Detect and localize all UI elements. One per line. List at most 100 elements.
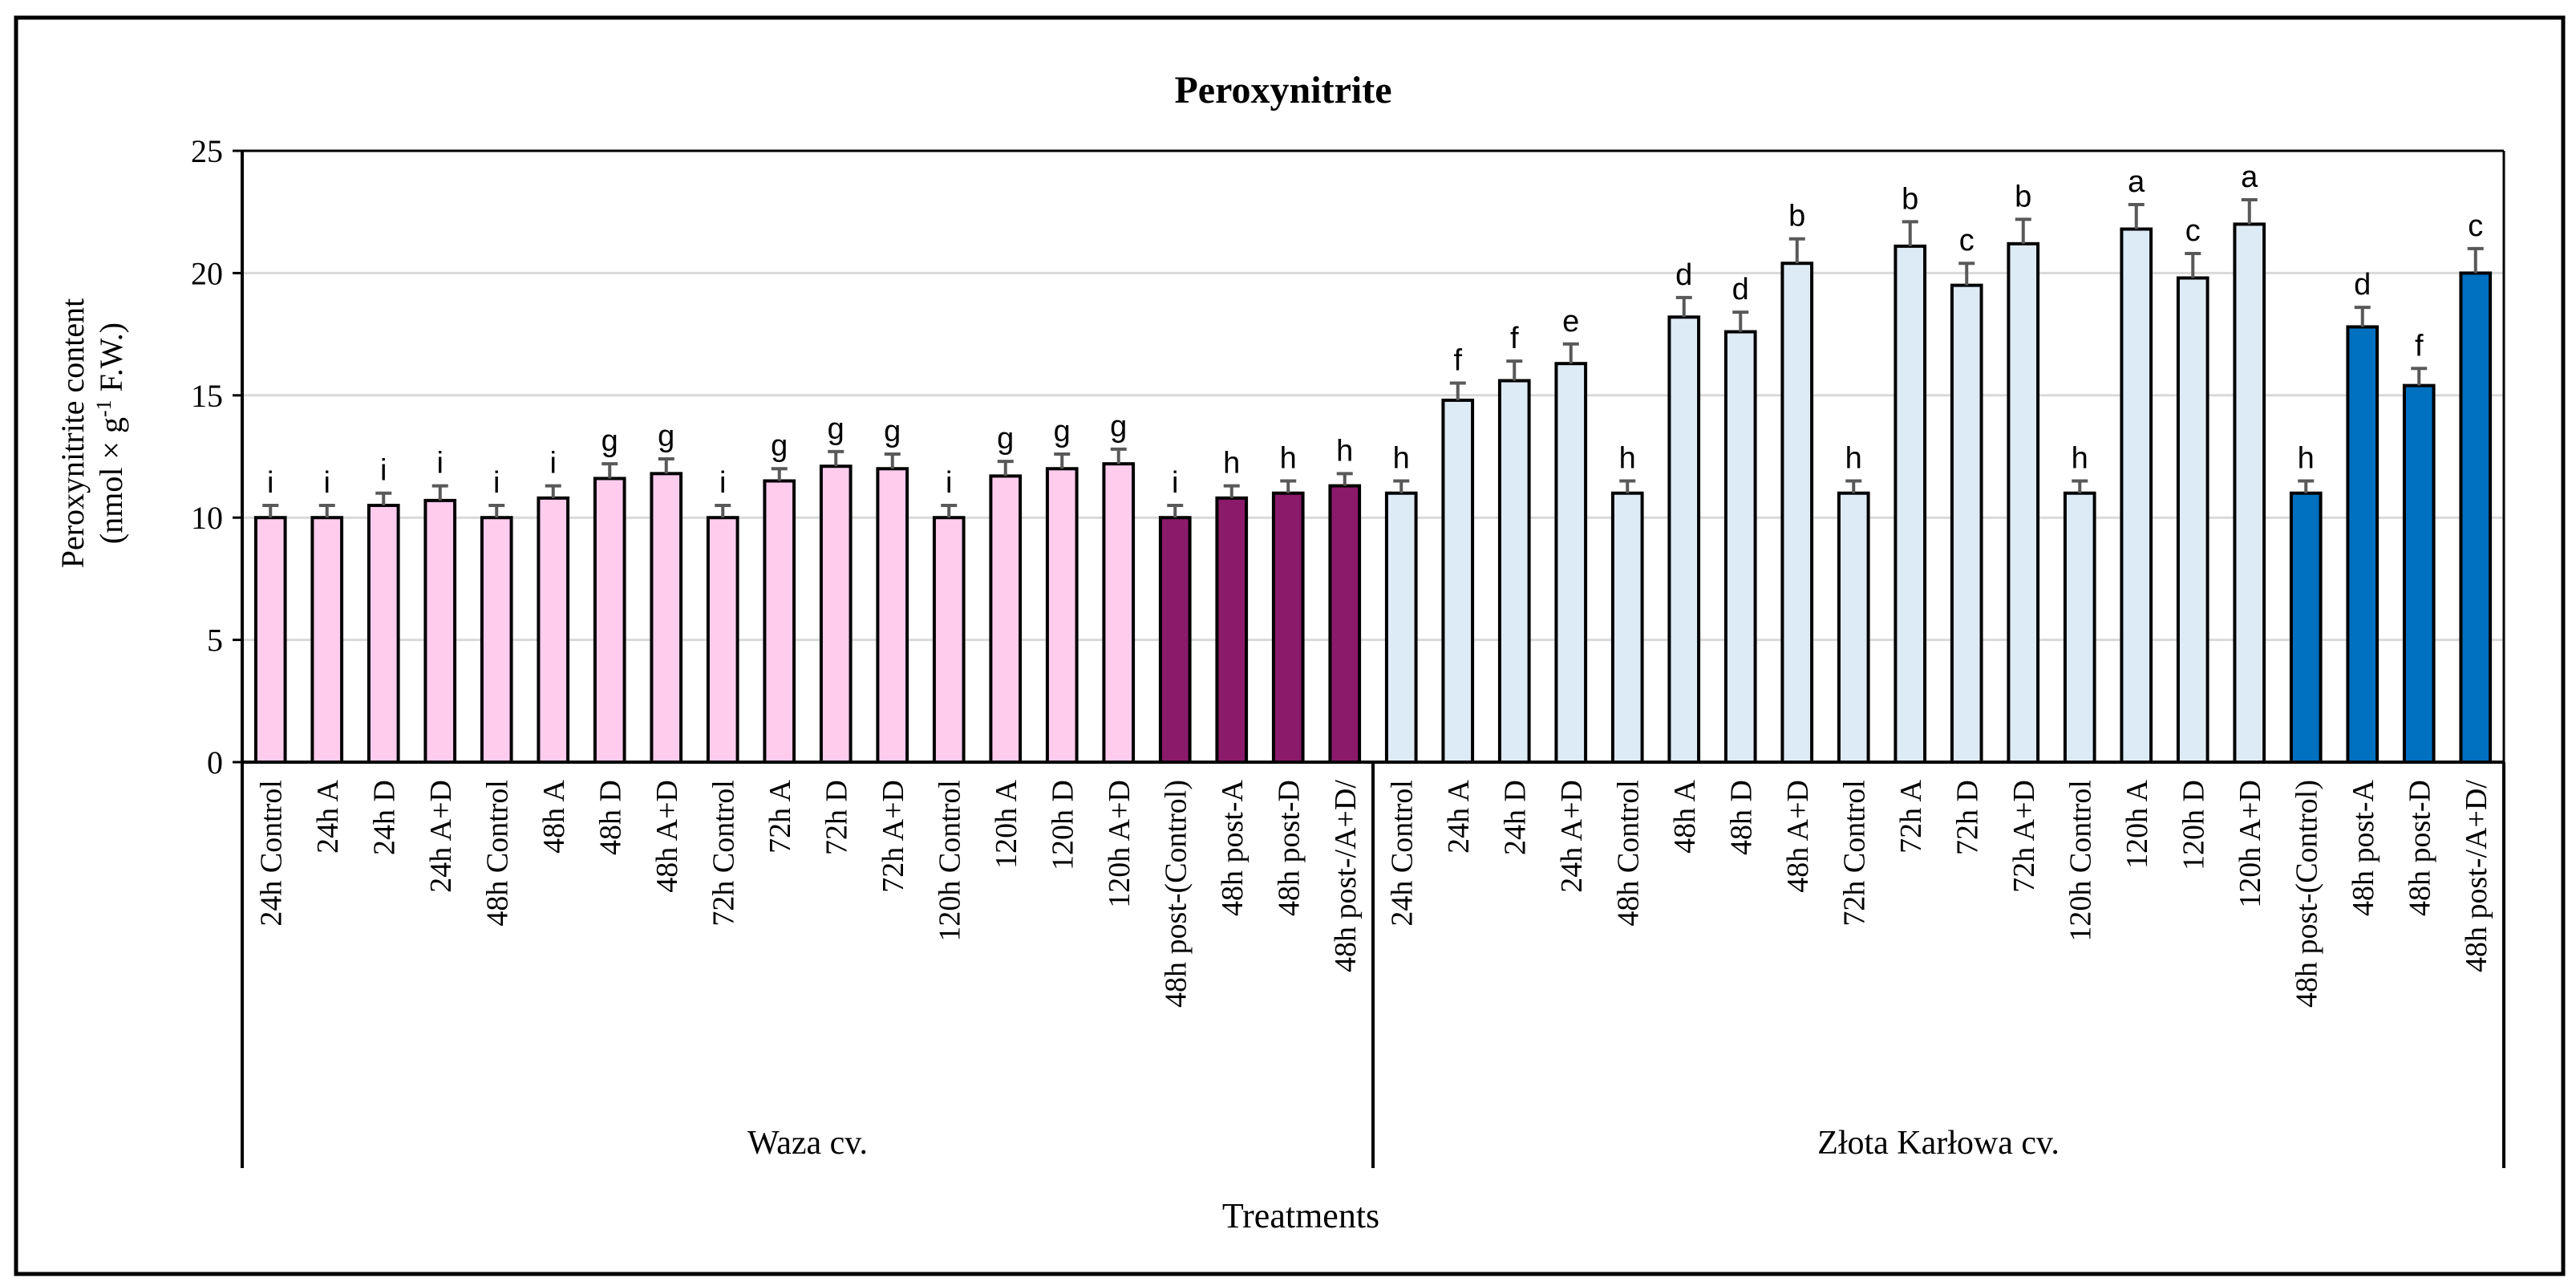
category-tick-label: 24h A <box>1442 779 1476 853</box>
significance-letter: c <box>2185 214 2201 248</box>
significance-letter: h <box>1393 441 1410 475</box>
significance-letter: e <box>1562 305 1579 339</box>
significance-letter: g <box>884 415 901 448</box>
bar <box>2233 222 2266 764</box>
chart-title: Peroxynitrite <box>1174 69 1391 112</box>
bar <box>593 477 626 764</box>
bar <box>1723 330 1757 764</box>
category-tick-label: 48h Control <box>1611 780 1645 927</box>
bar <box>1497 379 1531 764</box>
y-tick-label: 15 <box>191 378 223 414</box>
category-tick-label: 48h A+D <box>1781 780 1815 893</box>
category-tick-label: 24h A+D <box>1555 780 1589 893</box>
category-tick-label: 72h Control <box>1837 780 1871 927</box>
y-axis-unit-superscript: -1 <box>92 400 115 417</box>
bar <box>1215 496 1249 764</box>
significance-letter: h <box>2072 441 2088 475</box>
significance-letter: d <box>1675 258 1692 292</box>
significance-letter: a <box>2128 165 2145 199</box>
category-tick-label: 48h post-D <box>1272 780 1306 916</box>
bar <box>537 496 570 764</box>
bar <box>1554 362 1588 764</box>
significance-letter: i <box>550 447 557 481</box>
category-tick-label: 48h A+D <box>650 780 684 893</box>
bar <box>2346 325 2380 764</box>
bar <box>1837 491 1870 764</box>
significance-letter: h <box>1845 441 1862 475</box>
bar <box>1667 315 1701 765</box>
significance-letter: b <box>1902 182 1918 216</box>
significance-letter: f <box>1453 344 1462 378</box>
category-tick-label: 48h post-A <box>1216 779 1250 916</box>
significance-letter: c <box>2468 209 2483 243</box>
significance-letter: i <box>493 466 500 500</box>
category-tick-label: 120h D <box>2177 780 2210 870</box>
significance-letter: h <box>1336 434 1353 468</box>
significance-letter: i <box>946 466 952 500</box>
axes <box>233 149 2505 1168</box>
group-label: Waza cv. <box>747 1125 868 1162</box>
significance-letter: i <box>719 466 726 500</box>
significance-letter: b <box>2015 180 2031 213</box>
bar <box>1894 244 1927 764</box>
bar <box>2120 227 2153 764</box>
category-tick-label: 48h D <box>1724 780 1758 855</box>
category-tick-label: 24h A+D <box>424 780 458 893</box>
category-tick-label: 24h D <box>367 780 401 855</box>
category-tick-label: 120h Control <box>2064 780 2097 942</box>
y-tick-label: 20 <box>191 255 223 291</box>
bar <box>253 516 287 764</box>
significance-letter: g <box>1110 410 1127 444</box>
bar <box>1158 516 1192 764</box>
significance-letter: c <box>1959 224 1975 258</box>
bar <box>2289 491 2323 764</box>
significance-letter: g <box>1054 415 1071 448</box>
y-tick-label: 25 <box>191 133 223 169</box>
bars <box>253 197 2493 765</box>
significance-letter: i <box>267 466 273 500</box>
category-tick-label: 48h post-(Control) <box>1159 780 1193 1008</box>
bar <box>1780 262 1814 764</box>
bar <box>819 465 853 765</box>
significance-letter: f <box>1510 322 1519 355</box>
bar <box>367 503 400 765</box>
significance-letter: h <box>2298 441 2315 475</box>
significance-letter: h <box>1280 441 1297 475</box>
bar <box>1441 398 1475 764</box>
category-tick-label: 48h post-(Control) <box>2290 780 2323 1008</box>
category-tick-label: 24h Control <box>1385 780 1419 927</box>
significance-letter: h <box>1619 441 1636 475</box>
significance-letter: g <box>997 422 1014 456</box>
significance-letter: i <box>324 466 330 500</box>
category-tick-label: 72h D <box>1950 780 1984 855</box>
significance-letter: f <box>2415 329 2424 363</box>
significance-letter: g <box>828 412 844 446</box>
bar <box>2007 241 2040 765</box>
bar <box>989 474 1023 764</box>
bar <box>763 479 796 764</box>
significance-letter: b <box>1788 200 1805 233</box>
y-tick-label: 0 <box>207 744 223 781</box>
y-tick-label: 5 <box>207 623 223 659</box>
labels: 0 5 10 15 20 25 i 24h Control i 24h A i 24h D i 24h A… <box>191 133 2493 1162</box>
bar <box>1950 283 1983 764</box>
significance-letter: g <box>601 424 618 458</box>
category-tick-label: 24h A <box>311 779 345 853</box>
significance-letter: i <box>1172 466 1178 500</box>
category-tick-label: 48h A <box>1668 779 1702 853</box>
category-tick-label: 72h D <box>820 780 853 855</box>
bar <box>1610 491 1644 764</box>
category-tick-label: 48h post-/A+D/ <box>1329 780 1363 972</box>
category-tick-label: 120h Control <box>933 780 966 942</box>
bar <box>876 467 909 764</box>
category-tick-label: 48h D <box>593 780 627 855</box>
bar <box>423 498 457 764</box>
significance-letter: i <box>437 447 444 481</box>
bar <box>650 472 683 764</box>
bar <box>706 516 739 764</box>
category-tick-label: 48h post-/A+D/ <box>2460 780 2493 972</box>
significance-letter: g <box>658 420 674 453</box>
y-axis-title-line1: Peroxynitrite content <box>55 298 91 569</box>
